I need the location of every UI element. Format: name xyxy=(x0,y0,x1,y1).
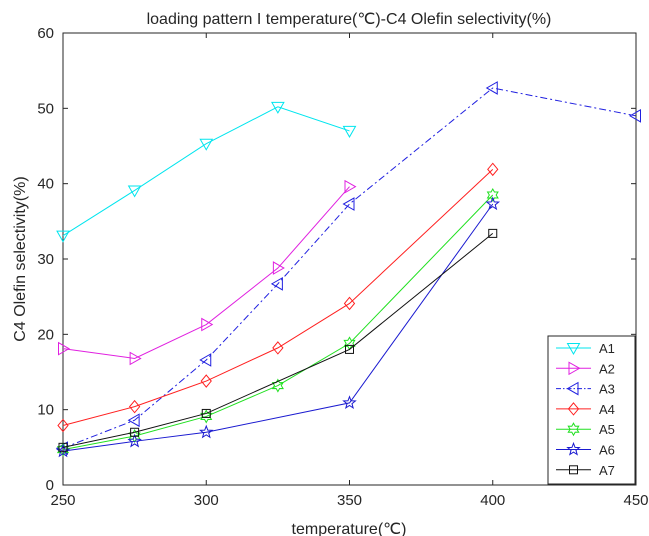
series-line-A6 xyxy=(62,203,494,452)
y-tick-label: 60 xyxy=(37,25,54,42)
legend-label-A5: A5 xyxy=(599,422,615,437)
series-line-A7 xyxy=(62,233,494,448)
data-point-A3 xyxy=(199,353,212,367)
y-tick-label: 10 xyxy=(37,402,54,419)
data-point-A4 xyxy=(200,374,212,388)
legend-marker-A1 xyxy=(566,343,581,356)
series-line-A1 xyxy=(62,106,350,237)
data-point-A1 xyxy=(271,101,285,114)
data-point-A7 xyxy=(130,427,140,437)
data-point-A6 xyxy=(485,196,501,211)
data-point-A1 xyxy=(342,125,357,138)
x-tick-label: 450 xyxy=(623,492,648,509)
data-point-A3 xyxy=(628,109,641,123)
data-point-A7 xyxy=(345,344,354,354)
legend-box xyxy=(547,335,636,485)
series-A2 xyxy=(58,179,357,366)
legend-marker-A4 xyxy=(567,402,580,416)
data-point-A2 xyxy=(58,341,71,356)
data-point-A1 xyxy=(199,138,214,151)
axis-ticks: 250 300 350 400 450 0 10 20 30 40 50 60 xyxy=(37,25,648,509)
data-point-A7 xyxy=(58,442,68,452)
legend-label-A6: A6 xyxy=(599,443,615,458)
chart-title: loading pattern I temperature(℃)-C4 Olef… xyxy=(147,11,552,28)
y-tick-label: 20 xyxy=(37,326,54,343)
y-tick-label: 50 xyxy=(37,100,54,117)
data-point-A7 xyxy=(488,228,498,238)
legend-label-A3: A3 xyxy=(599,382,615,397)
data-point-A1 xyxy=(127,185,142,198)
data-point-A4 xyxy=(57,418,69,433)
series-A1 xyxy=(56,101,357,243)
y-axis-label: C4 Olefin selectivity(%) xyxy=(12,176,29,341)
data-point-A7 xyxy=(201,408,211,418)
data-point-A2 xyxy=(129,351,142,366)
data-point-A4 xyxy=(272,341,284,355)
legend: A1 A2 A3 A4 A5 A6 A7 xyxy=(547,335,636,485)
data-point-A5 xyxy=(271,378,284,393)
series-line-A4 xyxy=(62,168,494,426)
data-point-A4 xyxy=(343,296,356,311)
data-point-A2 xyxy=(272,261,285,275)
data-point-A3 xyxy=(485,81,498,95)
data-point-A3 xyxy=(127,413,140,428)
series-line-A3 xyxy=(62,87,637,449)
series-line-A2 xyxy=(62,186,350,359)
legend-label-A7: A7 xyxy=(599,463,615,478)
data-point-A5 xyxy=(200,409,213,424)
data-point-A5 xyxy=(486,187,499,202)
series-layer xyxy=(55,81,641,458)
legend-label-A4: A4 xyxy=(599,402,615,417)
x-tick-label: 300 xyxy=(194,492,219,509)
data-point-A3 xyxy=(342,197,355,211)
data-point-A6 xyxy=(127,433,142,448)
data-point-A3 xyxy=(270,276,283,291)
legend-marker-A6 xyxy=(566,441,581,456)
series-A4 xyxy=(57,162,499,433)
x-tick-label: 250 xyxy=(50,492,75,509)
data-point-A4 xyxy=(487,162,499,177)
legend-label-A2: A2 xyxy=(599,361,615,376)
legend-marker-A7 xyxy=(569,465,578,475)
y-tick-label: 40 xyxy=(37,176,54,193)
data-point-A6 xyxy=(198,424,214,439)
legend-label-A1: A1 xyxy=(599,341,615,356)
x-axis-label: temperature(℃) xyxy=(292,521,407,536)
data-point-A4 xyxy=(128,399,141,414)
data-point-A1 xyxy=(56,230,70,243)
y-tick-label: 30 xyxy=(37,251,54,268)
legend-marker-A3 xyxy=(566,381,579,396)
data-point-A6 xyxy=(342,395,357,410)
legend-marker-A5 xyxy=(567,422,580,437)
x-tick-label: 400 xyxy=(480,492,505,509)
legend-marker-A2 xyxy=(568,361,581,376)
y-tick-label: 0 xyxy=(46,477,54,494)
data-point-A2 xyxy=(344,179,357,194)
x-tick-label: 350 xyxy=(337,492,362,509)
series-A7 xyxy=(58,228,498,452)
data-point-A2 xyxy=(201,317,214,332)
series-line-A5 xyxy=(62,194,494,451)
